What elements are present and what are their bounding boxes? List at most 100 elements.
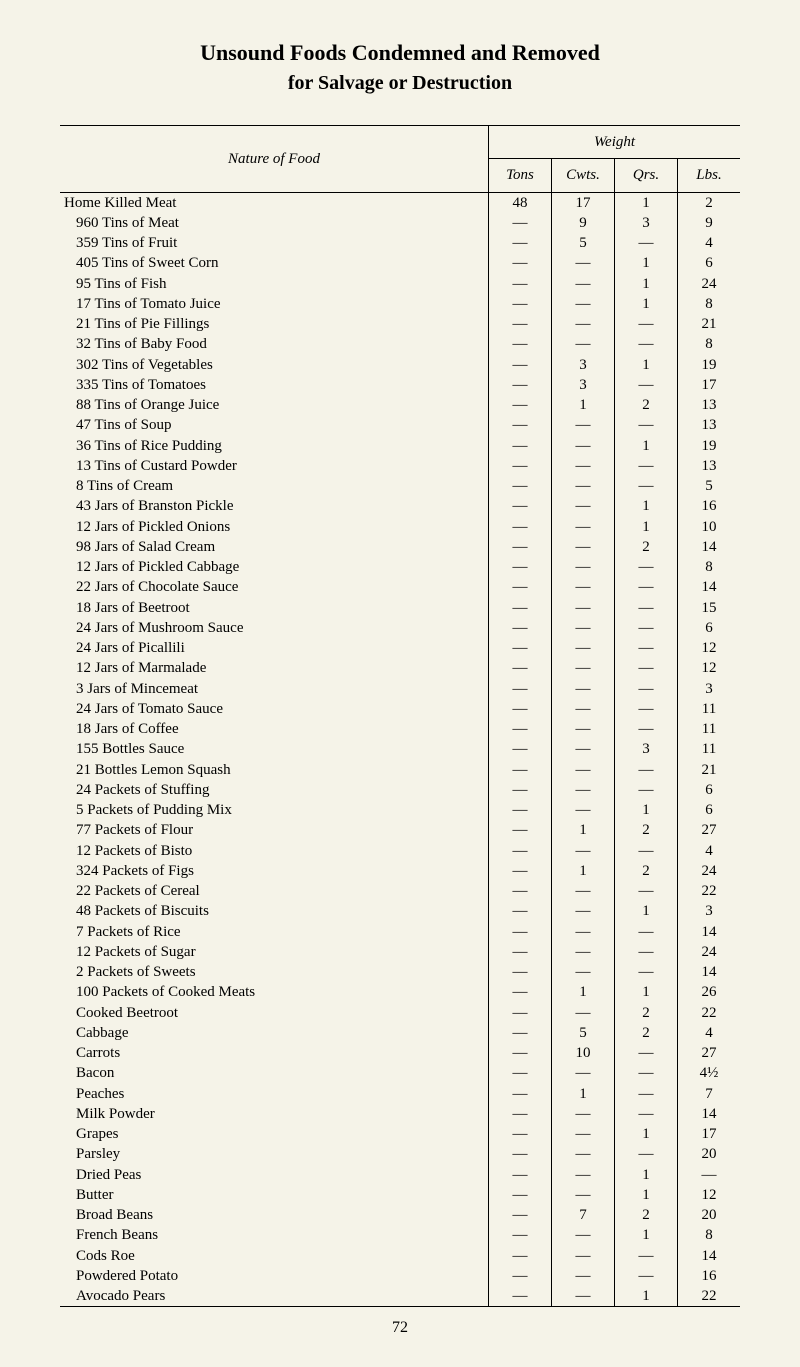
cell-qrs: 1 (615, 192, 678, 213)
food-name: Bacon (60, 1063, 489, 1083)
food-name: 18 Jars of Beetroot (60, 598, 489, 618)
food-name: 405 Tins of Sweet Corn (60, 253, 489, 273)
cell-qrs: 1 (615, 1124, 678, 1144)
cell-qrs: — (615, 719, 678, 739)
food-name: 24 Jars of Tomato Sauce (60, 699, 489, 719)
cell-lbs: — (678, 1165, 741, 1185)
table-row: 22 Packets of Cereal———22 (60, 881, 740, 901)
cell-lbs: 8 (678, 557, 741, 577)
cell-cwts: — (552, 1144, 615, 1164)
cell-tons: 48 (489, 192, 552, 213)
cell-lbs: 12 (678, 638, 741, 658)
cell-cwts: — (552, 901, 615, 921)
cell-cwts: — (552, 415, 615, 435)
col-weight: Weight (489, 126, 741, 159)
cell-cwts: 5 (552, 233, 615, 253)
food-name: 324 Packets of Figs (60, 861, 489, 881)
table-row: 24 Jars of Picallili———12 (60, 638, 740, 658)
cell-cwts: — (552, 962, 615, 982)
cell-qrs: 1 (615, 274, 678, 294)
cell-lbs: 11 (678, 719, 741, 739)
cell-cwts: — (552, 922, 615, 942)
cell-cwts: 3 (552, 355, 615, 375)
cell-tons: — (489, 1063, 552, 1083)
food-name: Peaches (60, 1084, 489, 1104)
cell-cwts: 1 (552, 820, 615, 840)
table-row: Grapes——117 (60, 1124, 740, 1144)
cell-qrs: 2 (615, 1205, 678, 1225)
cell-tons: — (489, 1043, 552, 1063)
cell-tons: — (489, 1185, 552, 1205)
table-row: 335 Tins of Tomatoes—3—17 (60, 375, 740, 395)
cell-lbs: 24 (678, 861, 741, 881)
cell-qrs: — (615, 962, 678, 982)
table-row: 960 Tins of Meat—939 (60, 213, 740, 233)
cell-tons: — (489, 962, 552, 982)
food-name: 335 Tins of Tomatoes (60, 375, 489, 395)
food-name: 5 Packets of Pudding Mix (60, 800, 489, 820)
cell-lbs: 13 (678, 456, 741, 476)
cell-tons: — (489, 922, 552, 942)
cell-lbs: 6 (678, 800, 741, 820)
table-row: Cabbage—524 (60, 1023, 740, 1043)
cell-cwts: — (552, 841, 615, 861)
food-name: 13 Tins of Custard Powder (60, 456, 489, 476)
food-name: 98 Jars of Salad Cream (60, 537, 489, 557)
food-name: 18 Jars of Coffee (60, 719, 489, 739)
cell-qrs: 1 (615, 901, 678, 921)
cell-cwts: — (552, 1104, 615, 1124)
cell-qrs: — (615, 679, 678, 699)
cell-tons: — (489, 800, 552, 820)
cell-lbs: 4 (678, 841, 741, 861)
cell-lbs: 22 (678, 1286, 741, 1307)
food-name: 24 Packets of Stuffing (60, 780, 489, 800)
cell-cwts: 9 (552, 213, 615, 233)
page-number: 72 (60, 1319, 740, 1337)
cell-tons: — (489, 1165, 552, 1185)
table-row: 3 Jars of Mincemeat———3 (60, 679, 740, 699)
cell-cwts: 5 (552, 1023, 615, 1043)
cell-qrs: — (615, 375, 678, 395)
cell-qrs: 3 (615, 213, 678, 233)
food-name: Carrots (60, 1043, 489, 1063)
cell-qrs: — (615, 1043, 678, 1063)
cell-tons: — (489, 638, 552, 658)
cell-cwts: — (552, 598, 615, 618)
cell-lbs: 14 (678, 962, 741, 982)
table-row: Powdered Potato———16 (60, 1266, 740, 1286)
cell-qrs: — (615, 577, 678, 597)
cell-tons: — (489, 1084, 552, 1104)
cell-qrs: — (615, 699, 678, 719)
table-row: 12 Jars of Marmalade———12 (60, 658, 740, 678)
food-name: Broad Beans (60, 1205, 489, 1225)
food-name: Home Killed Meat (60, 192, 489, 213)
cell-qrs: — (615, 1063, 678, 1083)
cell-qrs: — (615, 314, 678, 334)
food-name: Dried Peas (60, 1165, 489, 1185)
cell-cwts: — (552, 1286, 615, 1307)
cell-tons: — (489, 658, 552, 678)
cell-lbs: 24 (678, 942, 741, 962)
table-row: 24 Jars of Mushroom Sauce———6 (60, 618, 740, 638)
col-nature: Nature of Food (60, 126, 489, 193)
food-name: 22 Packets of Cereal (60, 881, 489, 901)
cell-tons: — (489, 1205, 552, 1225)
cell-lbs: 22 (678, 881, 741, 901)
food-name: Milk Powder (60, 1104, 489, 1124)
cell-cwts: — (552, 314, 615, 334)
cell-lbs: 8 (678, 294, 741, 314)
table-row: 24 Jars of Tomato Sauce———11 (60, 699, 740, 719)
cell-lbs: 26 (678, 982, 741, 1002)
cell-lbs: 22 (678, 1003, 741, 1023)
cell-lbs: 11 (678, 739, 741, 759)
cell-qrs: — (615, 638, 678, 658)
food-name: Cooked Beetroot (60, 1003, 489, 1023)
cell-cwts: — (552, 1246, 615, 1266)
food-name: 960 Tins of Meat (60, 213, 489, 233)
food-name: 43 Jars of Branston Pickle (60, 496, 489, 516)
food-name: 95 Tins of Fish (60, 274, 489, 294)
cell-tons: — (489, 1225, 552, 1245)
cell-cwts: — (552, 436, 615, 456)
cell-cwts: — (552, 1165, 615, 1185)
cell-cwts: — (552, 942, 615, 962)
